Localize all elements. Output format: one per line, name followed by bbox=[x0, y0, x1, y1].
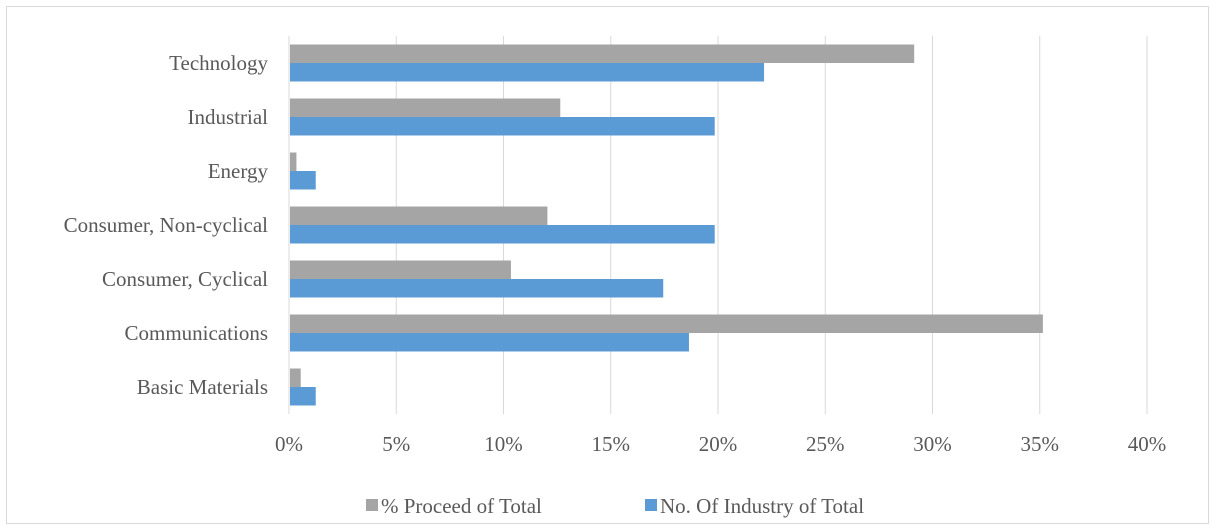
x-tick-label: 0% bbox=[275, 432, 303, 456]
x-tick-label: 25% bbox=[806, 432, 845, 456]
bar-industry bbox=[290, 63, 765, 82]
chart-frame bbox=[6, 6, 1209, 524]
category-label: Technology bbox=[169, 51, 268, 75]
x-tick-label: 35% bbox=[1021, 432, 1060, 456]
bar-proceed bbox=[290, 260, 511, 279]
x-tick-label: 30% bbox=[913, 432, 952, 456]
category-label: Energy bbox=[208, 159, 269, 183]
category-label: Consumer, Cyclical bbox=[102, 267, 268, 291]
x-tick-label: 20% bbox=[699, 432, 738, 456]
legend-item-industry-label: No. Of Industry of Total bbox=[660, 494, 864, 518]
bar-proceed bbox=[290, 44, 915, 63]
category-label: Communications bbox=[125, 321, 269, 345]
legend-item-proceed-swatch bbox=[366, 499, 378, 511]
bar-industry bbox=[290, 225, 715, 244]
bar-proceed bbox=[290, 152, 297, 171]
bar-proceed bbox=[290, 368, 301, 387]
bar-industry bbox=[290, 171, 316, 190]
x-tick-label: 40% bbox=[1128, 432, 1167, 456]
x-tick-label: 10% bbox=[484, 432, 523, 456]
category-label: Consumer, Non-cyclical bbox=[64, 213, 269, 237]
x-tick-label: 15% bbox=[592, 432, 631, 456]
x-tick-label: 5% bbox=[382, 432, 410, 456]
bar-industry bbox=[290, 333, 689, 352]
bar-proceed bbox=[290, 98, 561, 117]
bar-industry bbox=[290, 117, 715, 136]
bar-industry bbox=[290, 387, 316, 406]
bar-proceed bbox=[290, 314, 1043, 333]
category-label: Industrial bbox=[188, 105, 269, 129]
bar-proceed bbox=[290, 206, 548, 225]
legend-item-industry-swatch bbox=[645, 499, 657, 511]
bar-industry bbox=[290, 279, 664, 298]
legend-item-proceed-label: % Proceed of Total bbox=[381, 494, 542, 518]
category-label: Basic Materials bbox=[137, 375, 268, 399]
